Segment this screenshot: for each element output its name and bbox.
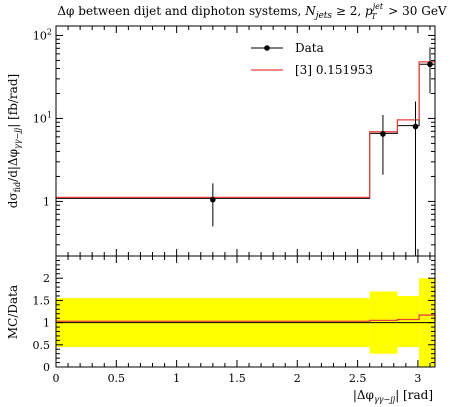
xtick-label: 2 xyxy=(294,372,301,385)
main-ytick-label: 1 xyxy=(43,195,50,208)
xtick-label: 2.5 xyxy=(349,372,367,385)
ratio-ytick-label: 0 xyxy=(43,361,50,374)
ylabel-sub1: fid xyxy=(13,182,22,192)
data-point xyxy=(380,131,386,137)
mc-step-line xyxy=(56,61,435,198)
xtick-label: 1 xyxy=(173,372,180,385)
xtick-label: 0 xyxy=(53,372,60,385)
ratio-frame xyxy=(55,255,436,368)
xlabel: |Δφγγ−jj| [rad] xyxy=(353,388,433,404)
legend: Data [3] 0.151953 xyxy=(251,41,373,77)
legend-mc-label: [3] 0.151953 xyxy=(295,63,373,77)
main-ylabel: dσfid/d|Δφγγ−jj| [fb/rad] xyxy=(6,74,22,208)
data-point xyxy=(210,196,216,203)
title-pt-symbol: p xyxy=(365,4,373,18)
ratio-panel: 0 0.5 1 1.5 2 0 0.5 1 1.5 2 2.5 3 xyxy=(33,26,436,385)
chart-title: Δφ between dijet and diphoton systems, N… xyxy=(57,2,447,21)
ratio-ytick-label: 1 xyxy=(43,317,50,330)
main-frame xyxy=(55,25,436,257)
data-point xyxy=(412,123,419,130)
xlabel-pre: |Δφ xyxy=(353,388,374,402)
title-njets-symbol: N xyxy=(304,4,316,18)
xtick-label: 0.5 xyxy=(108,372,126,385)
legend-data-label: Data xyxy=(295,41,324,55)
title-njets-cut: ≥ 2, xyxy=(332,4,365,18)
uncertainty-band xyxy=(397,295,420,348)
ratio-ylabel: MC/Data xyxy=(6,285,20,339)
ratio-ytick-label: 0.5 xyxy=(33,339,51,352)
xtick-label: 3 xyxy=(414,372,421,385)
main-ytick-label: 102 xyxy=(33,27,52,42)
title-pt-cut: > 30 GeV xyxy=(384,4,446,18)
main-ytick-label: 101 xyxy=(33,110,52,125)
main-panel: 1 101 102 xyxy=(33,25,436,257)
title-njets-sub: jets xyxy=(314,11,333,21)
ratio-step-line xyxy=(56,314,436,322)
ylabel-mid: /d|Δφ xyxy=(6,149,20,182)
xlabel-sub: γγ−jj xyxy=(374,395,396,404)
legend-data-marker xyxy=(264,45,270,51)
title-pt-sup: jet xyxy=(371,2,384,11)
ylabel-pre: dσ xyxy=(6,192,20,208)
ratio-ytick-label: 1.5 xyxy=(33,294,51,307)
ylabel-sub2: γγ−jj xyxy=(13,127,22,149)
ratio-ytick-label: 2 xyxy=(43,272,50,285)
ylabel-post: | [fb/rad] xyxy=(6,74,20,128)
title-lead: Δφ between dijet and diphoton systems, xyxy=(57,4,305,18)
title-pt-sub: T xyxy=(371,12,377,21)
data-point xyxy=(427,61,433,68)
xtick-label: 1.5 xyxy=(228,372,246,385)
xlabel-post: | [rad] xyxy=(395,388,433,402)
